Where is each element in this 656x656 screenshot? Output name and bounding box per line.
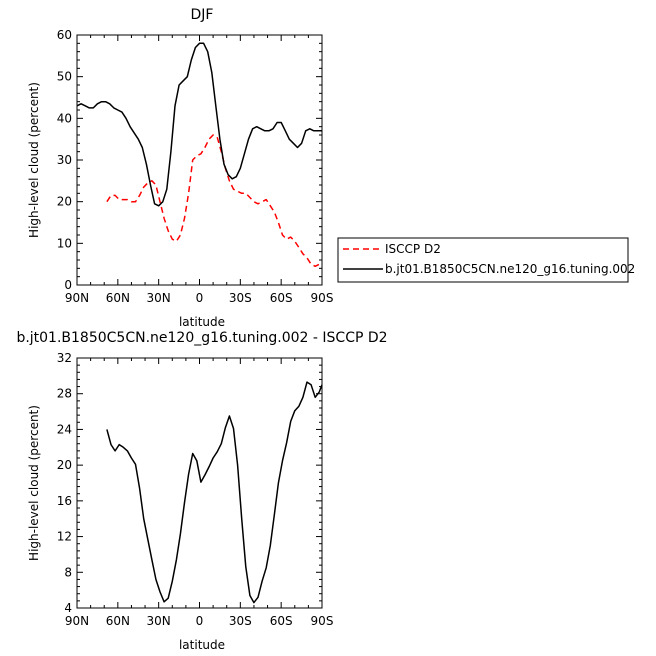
top-series-line-0 (106, 134, 320, 268)
top-x-tick-label: 90S (311, 291, 334, 305)
bottom-x-tick-label: 90N (65, 614, 89, 628)
top-series-line-1 (76, 42, 322, 207)
top-y-tick-label: 0 (64, 278, 72, 292)
bottom-x-tick-label: 0 (196, 614, 204, 628)
bottom-y-tick-label: 24 (57, 422, 72, 436)
bottom-panel: b.jt01.B1850C5CN.ne120_g16.tuning.002 - … (16, 330, 387, 652)
bottom-x-tick-label: 60S (270, 614, 293, 628)
top-x-tick-label: 30N (147, 291, 171, 305)
bottom-y-tick-label: 28 (57, 387, 72, 401)
top-y-tick-label: 30 (57, 153, 72, 167)
top-x-tick-label: 90N (65, 291, 89, 305)
top-x-tick-label: 30S (229, 291, 252, 305)
bottom-y-axis-label: High-level cloud (percent) (27, 405, 41, 561)
bottom-series-line-0 (106, 381, 323, 604)
bottom-y-tick-label: 16 (57, 494, 72, 508)
legend-label-isccp: ISCCP D2 (385, 242, 441, 256)
top-x-tick-label: 60N (106, 291, 130, 305)
bottom-y-tick-label: 8 (64, 565, 72, 579)
bottom-y-tick-label: 32 (57, 351, 72, 365)
bottom-x-axis-label: latitude (179, 638, 225, 652)
bottom-y-tick-label: 12 (57, 530, 72, 544)
top-y-axis-label: High-level cloud (percent) (27, 82, 41, 238)
top-y-tick-label: 10 (57, 236, 72, 250)
top-y-tick-label: 20 (57, 195, 72, 209)
bottom-x-tick-label: 90S (311, 614, 334, 628)
bottom-x-tick-label: 30N (147, 614, 171, 628)
top-chart-title: DJF (191, 7, 214, 23)
bottom-plot-frame (76, 357, 323, 609)
top-y-tick-label: 40 (57, 111, 72, 125)
top-x-axis-label: latitude (179, 315, 225, 329)
legend: ISCCP D2 b.jt01.B1850C5CN.ne120_g16.tuni… (337, 237, 635, 283)
legend-box (337, 237, 629, 283)
top-y-tick-label: 60 (57, 28, 72, 42)
bottom-y-tick-label: 4 (64, 601, 72, 615)
top-x-tick-label: 60S (270, 291, 293, 305)
bottom-x-tick-label: 60N (106, 614, 130, 628)
top-panel: DJF High-level cloud (percent) latitude … (27, 7, 333, 329)
top-plot-frame (76, 34, 323, 286)
bottom-x-tick-label: 30S (229, 614, 252, 628)
legend-label-model: b.jt01.B1850C5CN.ne120_g16.tuning.002 (385, 262, 635, 276)
top-x-tick-label: 0 (196, 291, 204, 305)
bottom-y-tick-label: 20 (57, 458, 72, 472)
top-y-tick-label: 50 (57, 70, 72, 84)
bottom-chart-title: b.jt01.B1850C5CN.ne120_g16.tuning.002 - … (16, 330, 387, 346)
